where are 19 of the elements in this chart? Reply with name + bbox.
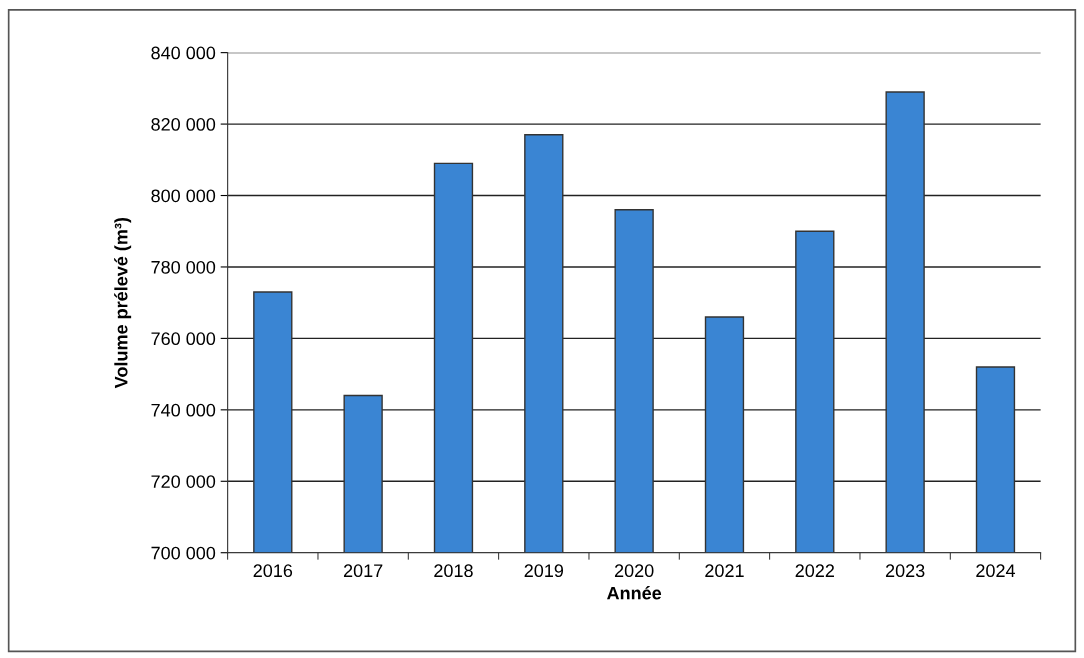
x-tick-label: 2020 [614,564,654,578]
y-axis-title: Volume prélevé (m³) [114,217,132,389]
y-tick-label: 780 000 [151,260,216,274]
x-tick-label: 2018 [434,564,473,578]
y-tick-label: 820 000 [151,118,216,131]
x-tick-label: 2022 [795,564,834,578]
y-tick-label: 800 000 [151,189,216,203]
y-tick-label: 840 000 [151,46,216,60]
x-tick-label: 2023 [885,564,925,578]
y-tick-label: 720 000 [151,475,216,488]
x-tick-label: 2017 [343,564,383,578]
y-tick-label: 760 000 [151,332,216,346]
x-axis-title: Année [607,586,662,600]
x-tick-label: 2019 [524,564,564,578]
x-tick-label: 2024 [976,564,1016,578]
x-tick-label: 2016 [253,564,293,578]
y-tick-label: 700 000 [151,546,216,560]
y-tick-label: 740 000 [151,403,216,417]
x-tick-label: 2021 [705,564,744,578]
